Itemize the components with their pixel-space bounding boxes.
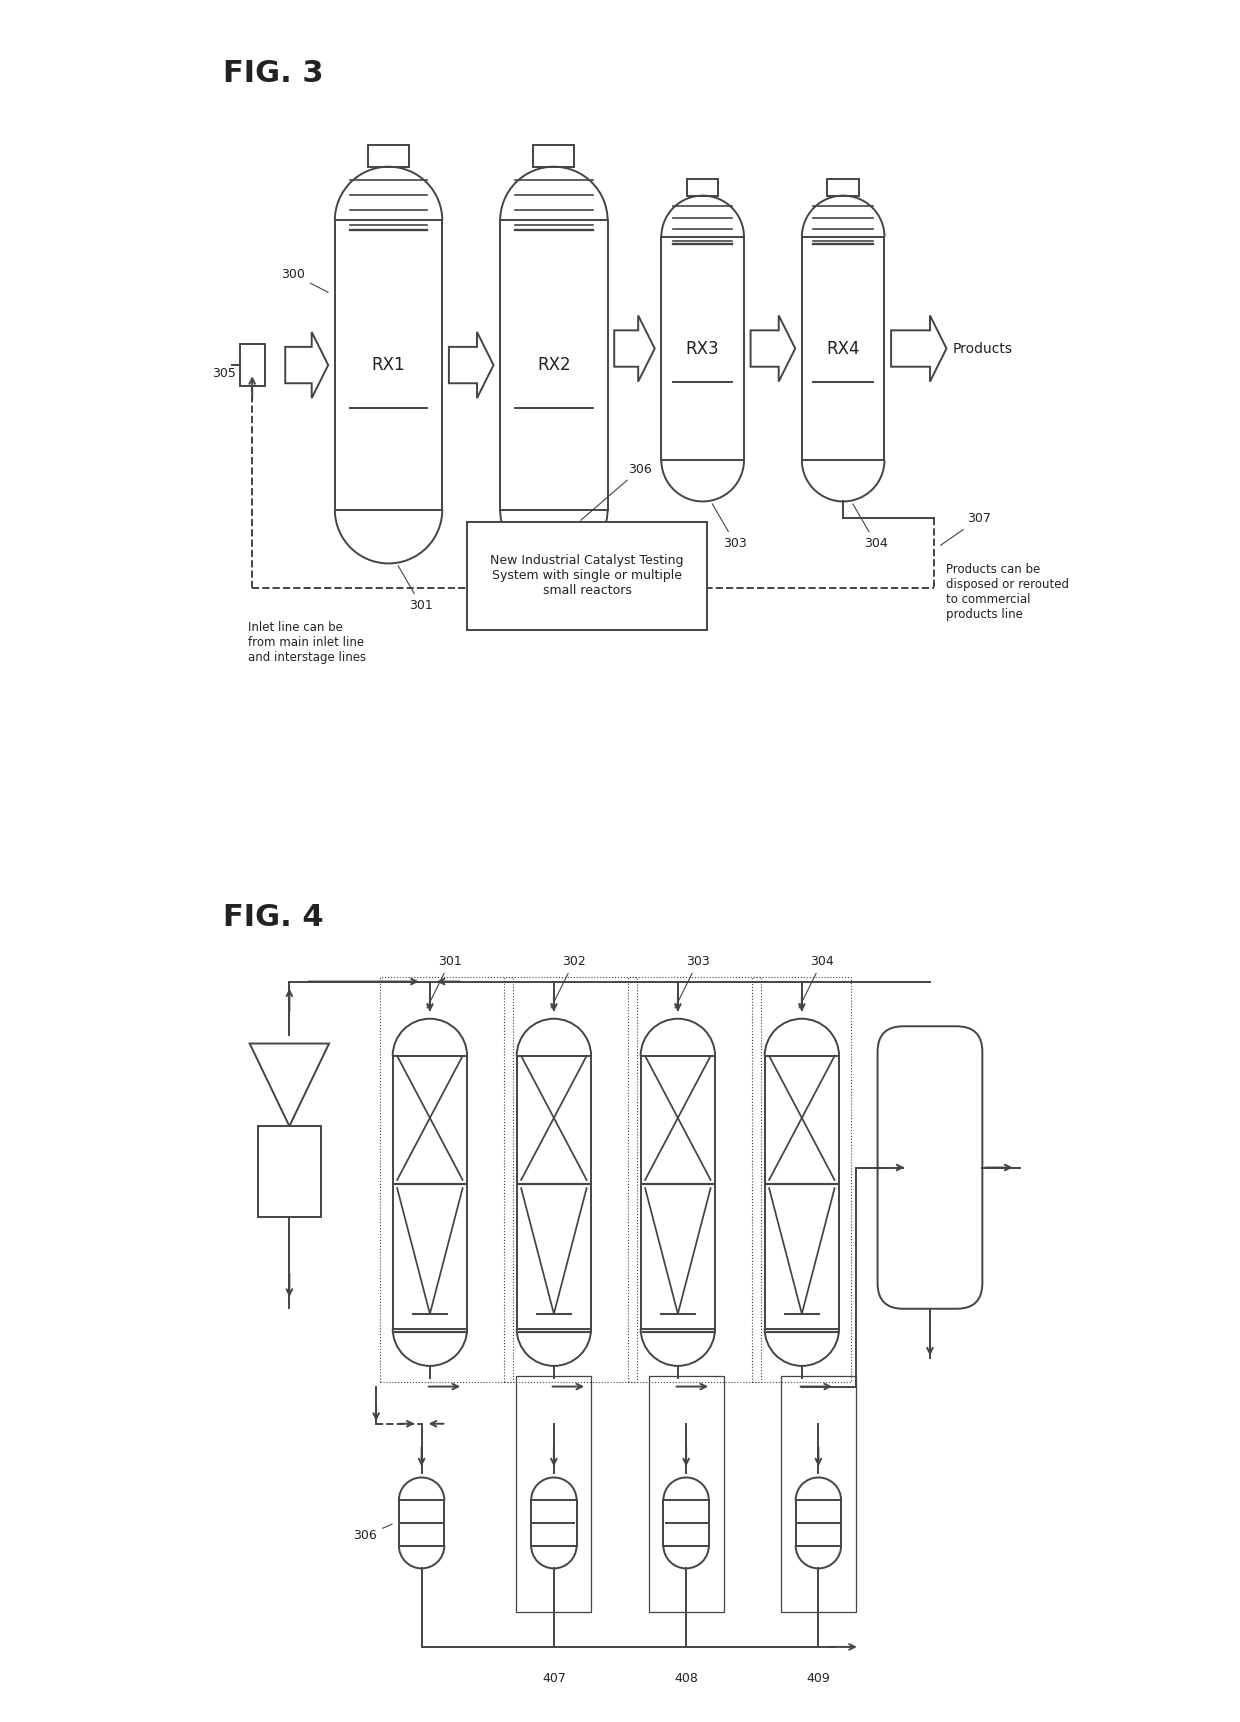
Polygon shape [750,315,795,382]
Text: 302: 302 [551,956,585,1007]
Text: New Industrial Catalyst Testing
System with single or multiple
small reactors: New Industrial Catalyst Testing System w… [490,554,683,598]
Text: 304: 304 [853,505,888,549]
Text: 302: 302 [563,567,598,611]
Bar [505,978,636,1383]
Bar [781,1376,856,1612]
Bar [753,978,852,1383]
Text: 303: 303 [675,956,709,1007]
Polygon shape [892,315,946,382]
Text: 301: 301 [398,567,433,611]
Text: Products: Products [952,341,1012,355]
Polygon shape [285,332,329,398]
Text: 409: 409 [806,1672,831,1684]
Text: FIG. 3: FIG. 3 [223,59,324,88]
Text: Inlet line can be
from main inlet line
and interstage lines: Inlet line can be from main inlet line a… [248,622,366,665]
Bar [381,978,512,1383]
Polygon shape [449,332,494,398]
Bar [802,238,884,460]
Bar [663,1500,709,1546]
Text: 303: 303 [712,505,746,549]
Bar [368,145,409,167]
Text: RX3: RX3 [686,339,719,358]
Bar [629,978,760,1383]
Text: 304: 304 [799,956,833,1007]
Bar [467,522,707,630]
Text: 301: 301 [427,956,463,1007]
Bar [399,1500,444,1546]
Text: RX4: RX4 [826,339,859,358]
Bar [258,1126,321,1217]
Text: 300: 300 [281,269,329,293]
Bar [796,1500,841,1546]
Bar [239,344,264,386]
Text: 307: 307 [940,511,991,546]
Text: RX2: RX2 [537,356,570,374]
Bar [661,238,744,460]
Text: 306: 306 [353,1524,392,1543]
Text: 408: 408 [675,1672,698,1684]
Bar [393,1056,467,1329]
Bar [335,220,443,510]
Text: 306: 306 [580,463,652,520]
Bar [533,145,574,167]
Bar [517,1056,591,1329]
Bar [500,220,608,510]
Bar [516,1376,591,1612]
Text: 305: 305 [212,367,236,381]
Text: FIG. 4: FIG. 4 [223,902,324,932]
Polygon shape [614,315,655,382]
Text: RX1: RX1 [372,356,405,374]
Bar [531,1500,577,1546]
Text: Products can be
disposed or rerouted
to commercial
products line: Products can be disposed or rerouted to … [946,563,1069,622]
Bar [687,179,718,196]
Bar [641,1056,715,1329]
Text: 407: 407 [542,1672,565,1684]
Bar [765,1056,839,1329]
Bar [827,179,859,196]
Bar [649,1376,724,1612]
